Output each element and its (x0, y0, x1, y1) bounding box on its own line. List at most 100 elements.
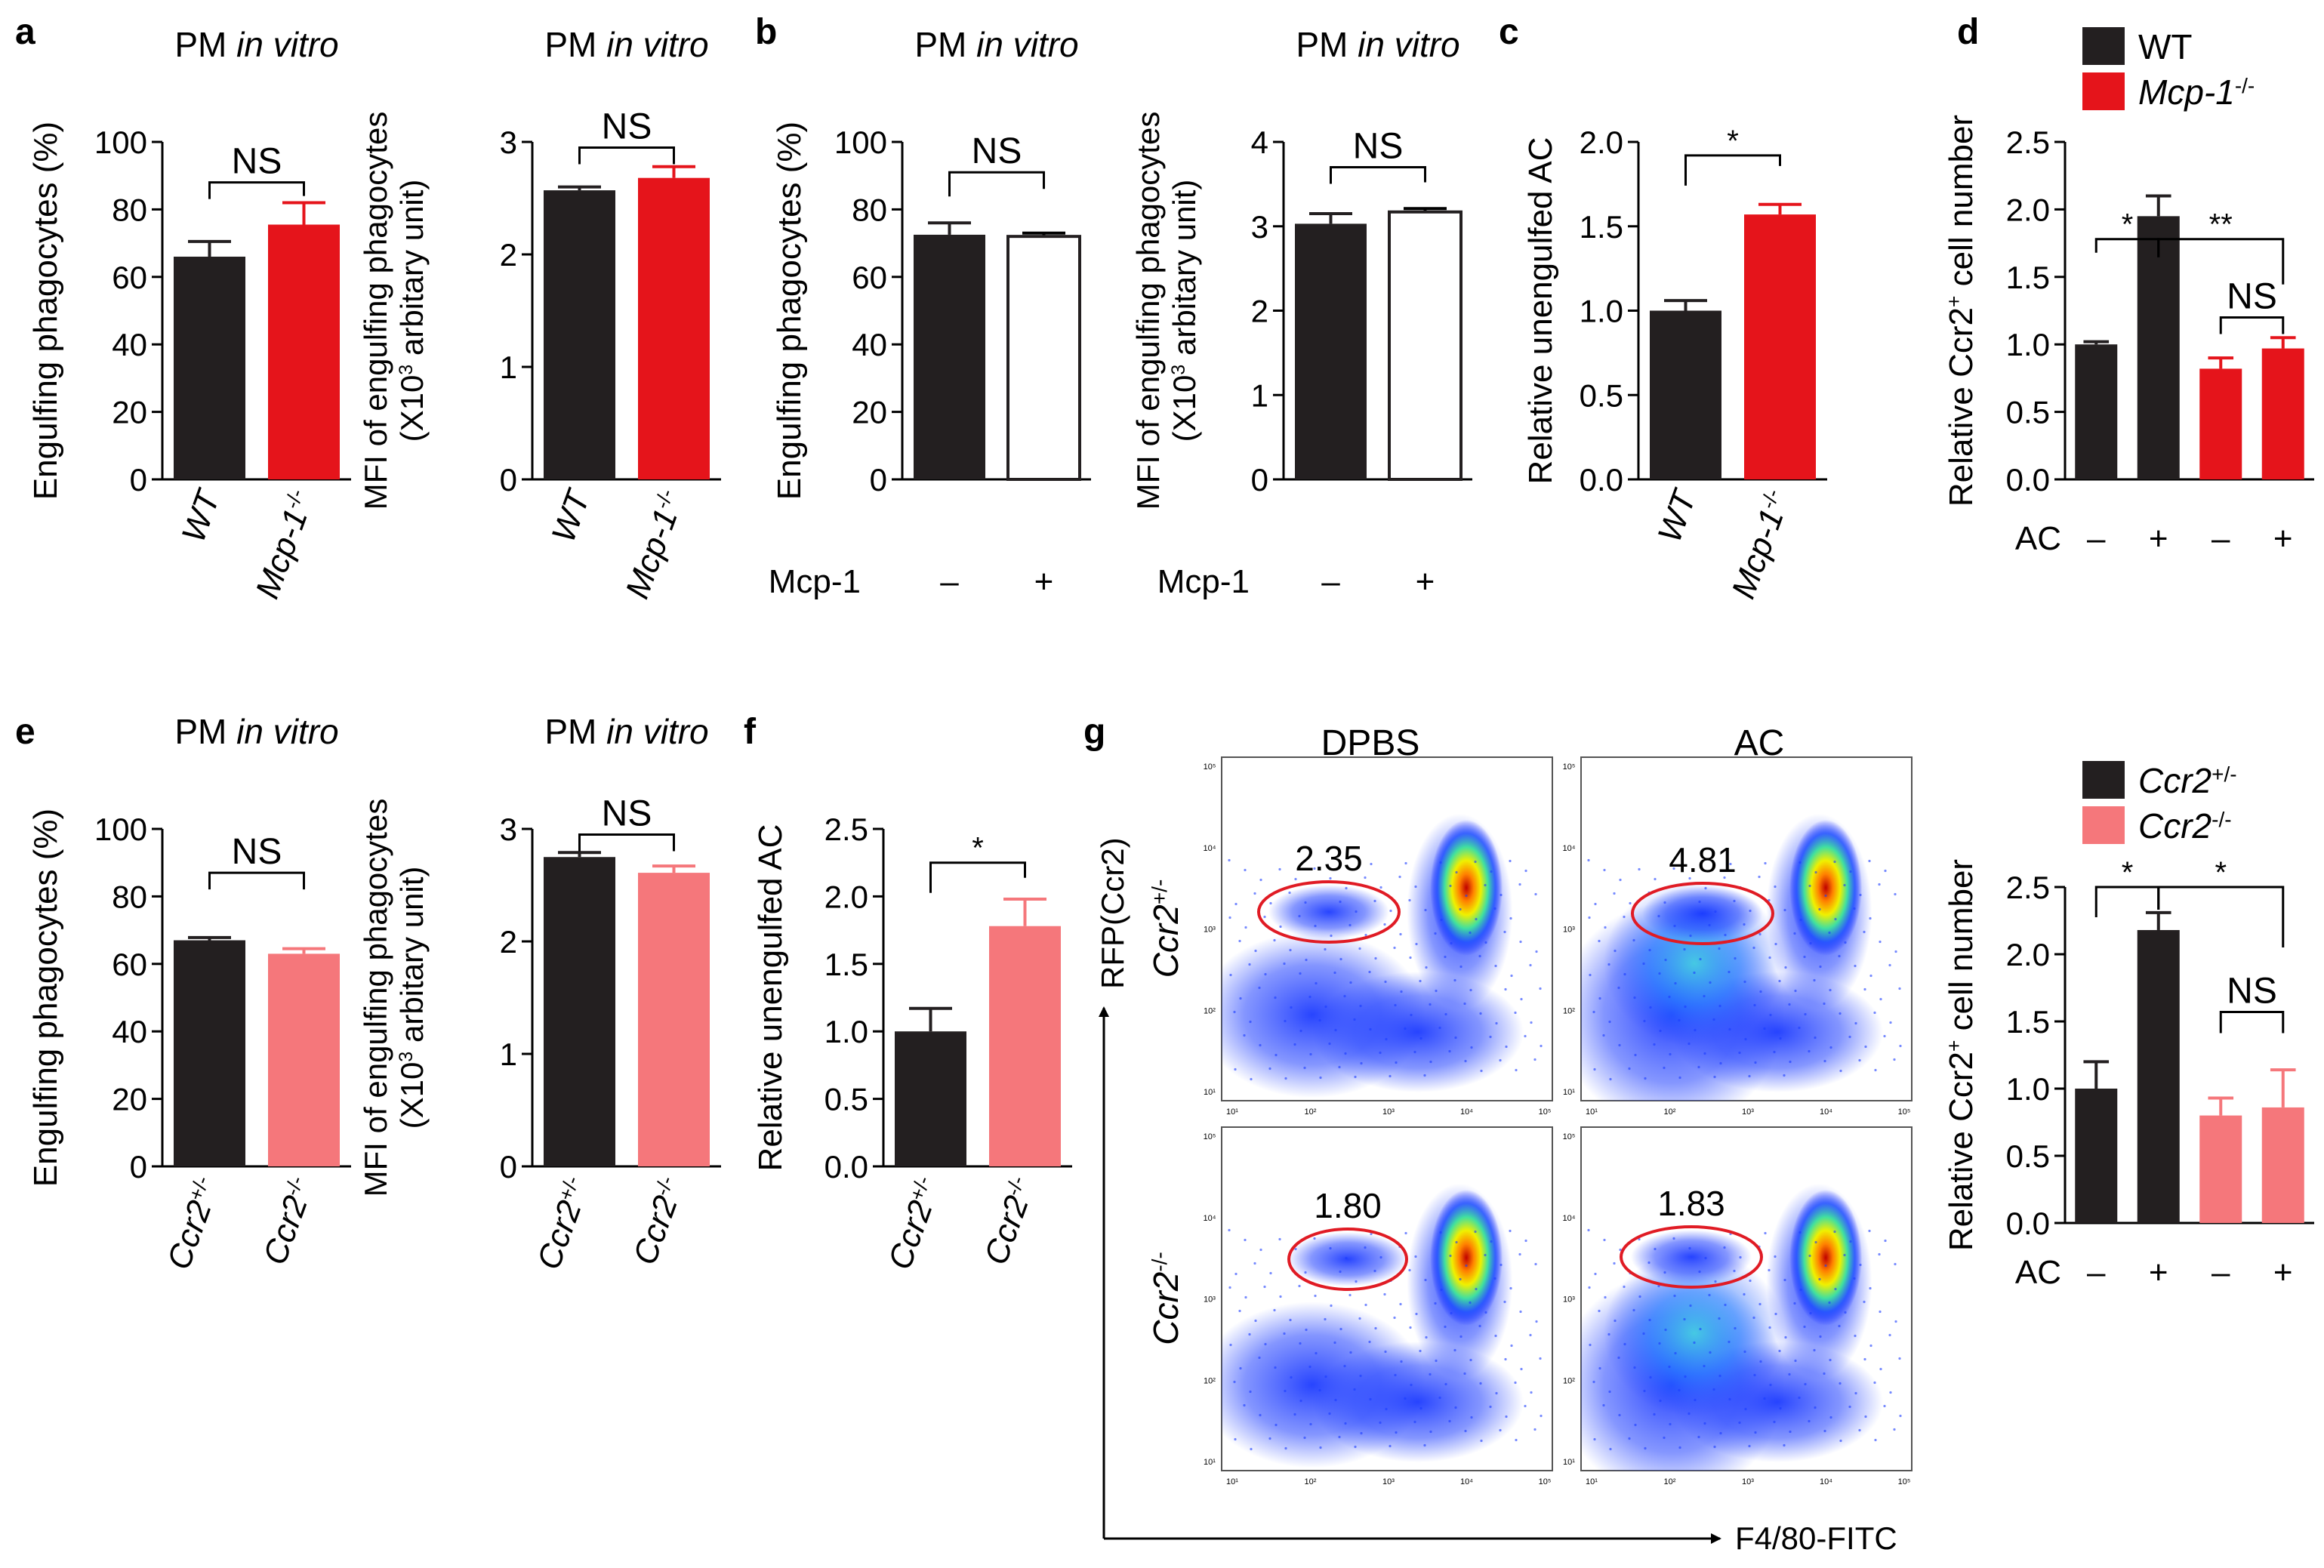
flow-event-dot (1243, 1403, 1246, 1407)
sig-label: * (2122, 208, 2134, 242)
chart-title: PM in vitro (914, 25, 1078, 64)
flow-event-dot (1779, 1037, 1782, 1040)
y-tick-label: 80 (112, 879, 147, 914)
flow-event-dot (1435, 1359, 1438, 1363)
flow-x-tick: 10² (1664, 1477, 1676, 1486)
y-tick-label: 100 (94, 812, 147, 847)
sig-bracket (2157, 238, 2285, 285)
flow-event-dot (1275, 1053, 1278, 1057)
flow-event-dot (1514, 1381, 1517, 1385)
y-axis-label: Engulfing phagocytes (%) (27, 122, 64, 500)
flow-y-tick: 10⁴ (1563, 1214, 1576, 1223)
flow-event-dot (1304, 901, 1307, 904)
flow-event-dot (1618, 1043, 1621, 1047)
flow-event-dot (1284, 1077, 1287, 1080)
flow-event-dot (1644, 1446, 1647, 1450)
x-tick-label: Ccr2+/- (530, 1173, 597, 1274)
flow-event-dot (1589, 1343, 1592, 1347)
flow-event-dot (1853, 907, 1856, 910)
flow-event-dot (1748, 1444, 1751, 1448)
condition-sign: – (940, 563, 959, 600)
flow-event-dot (1854, 1391, 1857, 1395)
flow-event-dot (1274, 1366, 1277, 1369)
flow-event-dot (1269, 1271, 1272, 1275)
flow-event-dot (1848, 1405, 1851, 1409)
flow-event-dot (1788, 1003, 1791, 1006)
flow-event-dot (1535, 950, 1538, 953)
flow-event-dot (1308, 1365, 1311, 1369)
flow-event-dot (1688, 1042, 1691, 1046)
flow-event-dot (1859, 1263, 1862, 1267)
y-tick-label: 3 (1251, 209, 1268, 245)
sig-label: NS (602, 793, 652, 833)
flow-event-dot (1699, 1327, 1702, 1331)
flow-event-dot (1773, 1050, 1776, 1054)
y-tick-label: 60 (852, 260, 887, 295)
y-axis-label: Engulfing phagocytes (%) (27, 809, 64, 1187)
flow-event-dot (1754, 1061, 1757, 1064)
flow-event-dot (1869, 1344, 1872, 1348)
flow-event-dot (1470, 1416, 1473, 1419)
flow-event-dot (1534, 1262, 1537, 1266)
flow-event-dot (1879, 997, 1882, 1001)
chart-b-mfi: 0 1 2 3 4 NS PM in vitro MFI of engulfing phago… (1130, 25, 1472, 600)
flow-event-dot (1339, 900, 1342, 904)
flow-event-dot (1602, 1034, 1605, 1037)
flow-event-dot (1588, 916, 1591, 920)
flow-event-dot (1425, 966, 1428, 969)
flow-event-dot (1668, 995, 1671, 999)
bar-1 (1388, 210, 1463, 481)
flow-event-dot (1479, 1382, 1482, 1385)
flow-event-dot (1364, 1246, 1367, 1249)
flow-event-dot (1244, 926, 1247, 929)
y-tick-label: 0.0 (824, 1149, 868, 1184)
flow-event-dot (1703, 994, 1706, 998)
flow-event-dot (1449, 884, 1452, 888)
sig-bracket (2157, 886, 2285, 947)
bar-1 (2137, 929, 2180, 1223)
flow-event-dot (1684, 1005, 1687, 1009)
flow-event-dot (1752, 946, 1755, 950)
flow-event-dot (1369, 1397, 1372, 1401)
flow-event-dot (1839, 1382, 1842, 1385)
flow-event-dot (1669, 1052, 1672, 1056)
flow-event-dot (1324, 1375, 1327, 1379)
flow-event-dot (1734, 957, 1737, 960)
flow-event-dot (1389, 1074, 1392, 1078)
flow-event-dot (1264, 1342, 1267, 1346)
flow-event-dot (1244, 1295, 1247, 1299)
flow-event-dot (1793, 1302, 1796, 1305)
flow-event-dot (1383, 1292, 1386, 1296)
flow-event-dot (1663, 1271, 1666, 1274)
flow-event-dot (1228, 858, 1231, 862)
flow-event-dot (1413, 1420, 1416, 1424)
flow-event-dot (1843, 1253, 1846, 1257)
bar-1 (2137, 216, 2180, 479)
flow-event-dot (1518, 1252, 1521, 1256)
flow-event-dot (1238, 1309, 1241, 1313)
flow-event-dot (1319, 1446, 1322, 1449)
flow-event-dot (1663, 1436, 1666, 1440)
flow-event-dot (1684, 1375, 1687, 1379)
flow-event-dot (1697, 1065, 1700, 1069)
flow-event-dot (1648, 1318, 1651, 1322)
flow-event-dot (1474, 1230, 1477, 1234)
flow-event-dot (1509, 859, 1512, 863)
y-axis-label: MFI of engulfing phagocytes(X103 arbitar… (358, 799, 430, 1197)
flow-cloud-lowmid (1312, 1342, 1524, 1462)
flow-event-dot (1524, 1404, 1527, 1408)
flow-event-dot (1274, 996, 1277, 1000)
flow-event-dot (1394, 1003, 1397, 1007)
x-tick-label: Mcp-1-/- (618, 486, 692, 604)
flow-event-dot (1330, 934, 1333, 938)
flow-event-dot (1598, 1366, 1601, 1370)
flow-event-dot (1743, 923, 1746, 926)
flow-event-dot (1434, 932, 1437, 935)
y-tick-label: 0 (130, 1149, 147, 1184)
flow-event-dot (1839, 1012, 1842, 1015)
flow-event-dot (1273, 1308, 1276, 1312)
flow-event-dot (1439, 861, 1442, 864)
flow-hotspot (1430, 1189, 1503, 1326)
flow-event-dot (1484, 1311, 1487, 1314)
